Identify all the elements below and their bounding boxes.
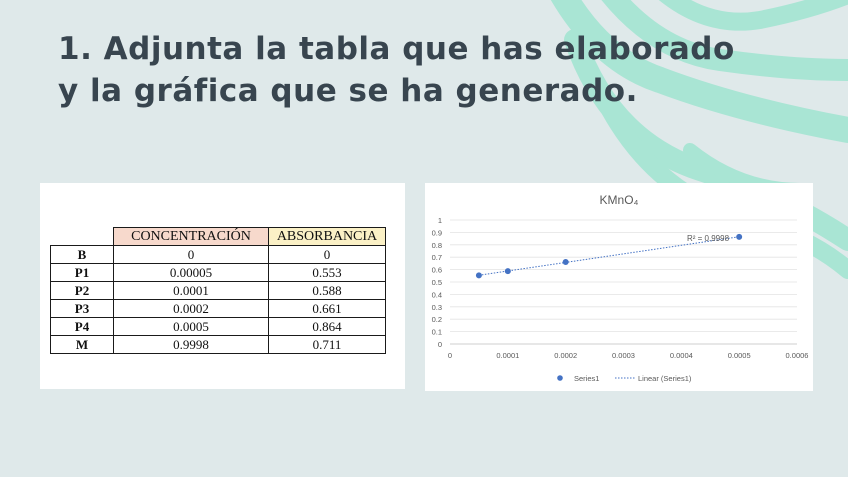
row-label: P4: [50, 317, 114, 336]
absorbance-cell: 0.711: [268, 335, 386, 354]
table-image: CONCENTRACIÓN ABSORBANCIA B 0 0 P1 0.000…: [40, 183, 405, 389]
y-tick-label: 0.4: [432, 290, 442, 299]
table-corner-cell: [51, 228, 114, 246]
chart-image: KMnO₄ 0 0.1 0.2 0.3 0.4 0.5 0.6 0.7 0.8 0.9 1 0 0.00…: [425, 183, 813, 391]
concentration-cell: 0.0001: [113, 281, 269, 300]
legend-series1-label: Series1: [574, 374, 599, 383]
concentration-cell: 0: [113, 245, 269, 264]
concentration-cell: 0.00005: [113, 263, 269, 282]
legend-series1-marker: [557, 375, 563, 381]
y-tick-label: 1: [438, 216, 442, 225]
concentration-cell: 0.0002: [113, 299, 269, 318]
table-header-row: CONCENTRACIÓN ABSORBANCIA: [51, 227, 386, 246]
row-label: P3: [50, 299, 114, 318]
slide-title: 1. Adjunta la tabla que has elaborado y …: [58, 31, 735, 109]
y-tick-label: 0.9: [432, 228, 442, 237]
x-tick-label: 0.0006: [786, 351, 809, 360]
absorbance-cell: 0: [268, 245, 386, 264]
trendline-r2-label: R² = 0.9998: [687, 234, 730, 243]
table-row: P2 0.0001 0.588: [50, 281, 386, 300]
data-table: CONCENTRACIÓN ABSORBANCIA B 0 0 P1 0.000…: [50, 227, 386, 354]
data-point: [562, 259, 569, 266]
chart-title: KMnO₄: [600, 193, 639, 207]
x-tick-label: 0.0005: [728, 351, 751, 360]
chart-legend: Series1 Linear (Series1): [557, 374, 692, 383]
y-tick-label: 0.5: [432, 278, 442, 287]
column-header-absorbance: ABSORBANCIA: [268, 227, 386, 246]
x-tick-label: 0.0003: [612, 351, 635, 360]
row-label: M: [50, 335, 114, 354]
table-row: P4 0.0005 0.864: [50, 317, 386, 336]
table-row: P1 0.00005 0.553: [50, 263, 386, 282]
data-point: [736, 233, 743, 240]
row-label: P2: [50, 281, 114, 300]
row-label: B: [50, 245, 114, 264]
x-tick-label: 0.0004: [670, 351, 693, 360]
data-point: [504, 268, 511, 275]
absorbance-cell: 0.553: [268, 263, 386, 282]
absorbance-cell: 0.588: [268, 281, 386, 300]
y-tick-label: 0.6: [432, 266, 442, 275]
table-row: B 0 0: [50, 245, 386, 264]
y-tick-label: 0.2: [432, 315, 442, 324]
y-tick-label: 0: [438, 340, 442, 349]
legend-trendline-label: Linear (Series1): [638, 374, 692, 383]
table-row: P3 0.0002 0.661: [50, 299, 386, 318]
absorbance-cell: 0.864: [268, 317, 386, 336]
data-point: [475, 272, 482, 279]
y-tick-label: 0.1: [432, 328, 442, 337]
x-tick-label: 0.0002: [554, 351, 577, 360]
trendline: [478, 236, 740, 276]
column-header-concentration: CONCENTRACIÓN: [113, 227, 269, 246]
y-tick-label: 0.8: [432, 241, 442, 250]
concentration-cell: 0.9998: [113, 335, 269, 354]
scatter-chart: KMnO₄ 0 0.1 0.2 0.3 0.4 0.5 0.6 0.7 0.8 0.9 1 0 0.00…: [432, 193, 809, 383]
y-tick-label: 0.3: [432, 303, 442, 312]
table-row: M 0.9998 0.711: [50, 335, 386, 354]
y-tick-label: 0.7: [432, 253, 442, 262]
x-tick-label: 0: [448, 351, 452, 360]
absorbance-cell: 0.661: [268, 299, 386, 318]
concentration-cell: 0.0005: [113, 317, 269, 336]
x-tick-label: 0.0001: [496, 351, 519, 360]
row-label: P1: [50, 263, 114, 282]
